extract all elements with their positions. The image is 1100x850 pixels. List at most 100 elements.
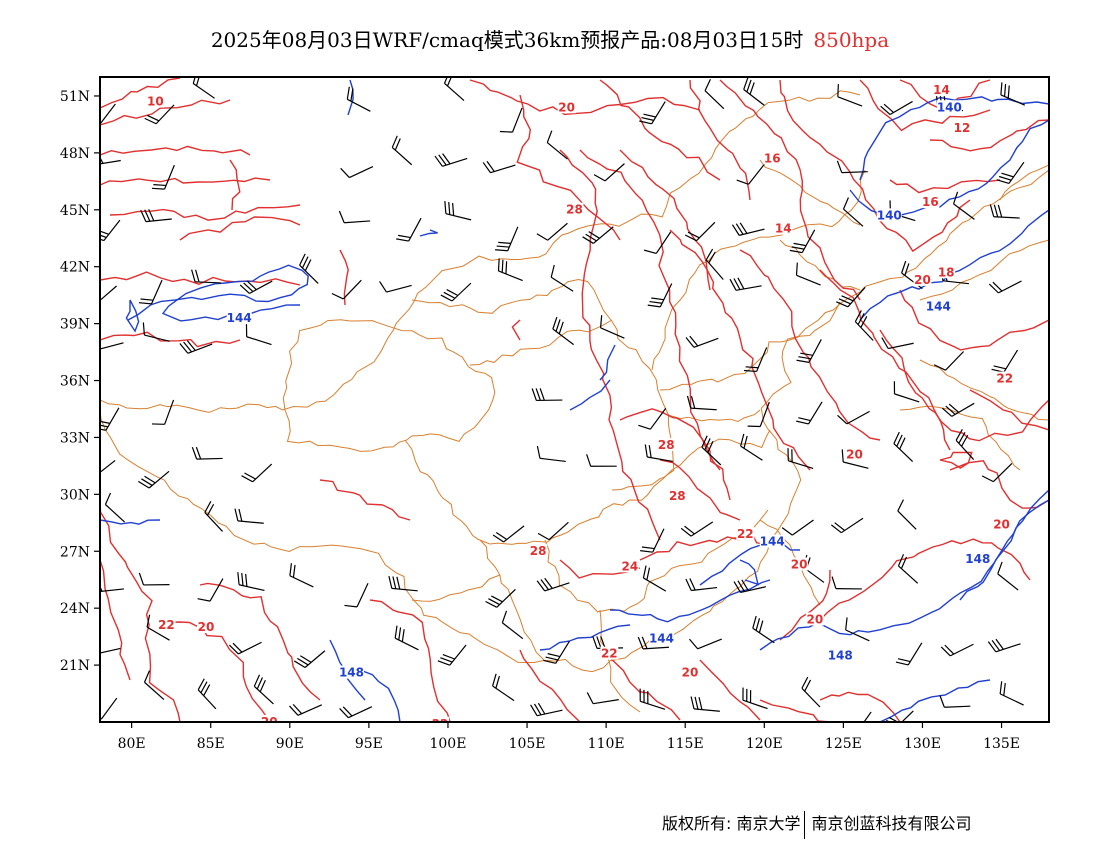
temperature-contour (619, 149, 711, 291)
temperature-contour (100, 271, 301, 286)
temperature-contour (369, 599, 451, 722)
wind-barb (637, 636, 670, 650)
wind-barb (686, 395, 717, 411)
boundary-line (469, 319, 613, 366)
temperature-contour (659, 459, 741, 521)
geopotential-contour (959, 489, 1049, 601)
contour-label: 22 (737, 527, 754, 541)
boundary-line (659, 339, 791, 391)
contour-label: 144 (760, 535, 785, 549)
wind-barb (796, 339, 822, 363)
geopotential-contour (609, 579, 771, 623)
wind-barb (239, 280, 273, 295)
contour-label-bg (763, 151, 782, 165)
boundary-line (899, 405, 1021, 471)
wind-barb (897, 499, 917, 530)
temperature-contour (739, 249, 881, 441)
contour-label: 144 (649, 631, 674, 645)
wind-barb (747, 401, 770, 428)
wind-barb (690, 696, 720, 712)
wind-barb (684, 221, 716, 242)
lat-tick-label: 45N (60, 203, 90, 219)
temperature-contour (689, 79, 751, 201)
wind-barb (955, 429, 975, 460)
temperature-contour (759, 699, 831, 722)
contour-label: 28 (566, 203, 583, 217)
boundary-line (282, 319, 496, 452)
lat-tick-label: 24N (60, 601, 90, 617)
wind-barb (855, 711, 872, 722)
wind-barb (795, 262, 821, 286)
wind-barb (881, 337, 914, 350)
temperature-contour (159, 619, 271, 722)
wind-barb (396, 217, 422, 242)
wind-barb (245, 324, 272, 346)
geopotential-contour (127, 264, 309, 322)
boundary-line (919, 239, 1049, 301)
wind-barb (953, 191, 975, 220)
temperature-contour (669, 229, 811, 471)
wind-barb (642, 565, 667, 592)
temperature-contour (819, 691, 901, 722)
wind-barb (100, 103, 116, 126)
wind-barb (988, 280, 1022, 294)
wind-barb (289, 703, 323, 716)
geopotential-contour (347, 79, 354, 116)
wind-barb (831, 576, 862, 590)
temperature-contour (899, 289, 1049, 351)
wind-barb (499, 107, 523, 133)
wind-barb (100, 647, 121, 655)
contour-label: 144 (926, 299, 951, 313)
wind-barb (801, 676, 821, 708)
wind-barb (444, 201, 472, 221)
wind-barb (895, 642, 923, 666)
contour-label: 20 (558, 100, 575, 114)
contour-label-bg (790, 557, 809, 571)
wind-barb (151, 164, 175, 190)
contour-label-bg (876, 208, 902, 222)
lat-tick-label: 21N (60, 658, 90, 674)
geopotential-contour (759, 499, 1049, 651)
geopotential-contour (539, 624, 631, 651)
contour-label: 20 (682, 666, 699, 680)
boundary-line (100, 90, 861, 413)
wind-barb (830, 517, 864, 534)
boundary-line (671, 429, 771, 471)
wind-barb (485, 588, 516, 608)
contour-label-bg (937, 265, 956, 279)
wind-barb (536, 222, 568, 241)
temperature-contour (859, 79, 991, 132)
wind-barb (901, 260, 923, 290)
wind-barb (701, 435, 722, 466)
contour-label: 16 (922, 195, 939, 209)
wind-barb (1000, 82, 1026, 106)
credit-left: 版权所有: 南京大学 (662, 814, 801, 833)
wind-barb (104, 492, 126, 523)
wind-barb (138, 470, 170, 489)
geopotential-contour (879, 679, 991, 722)
geopotential-contour (125, 299, 140, 333)
contour-label-bg (913, 272, 932, 286)
wind-barb (893, 431, 914, 463)
wind-barb (940, 643, 974, 657)
contour-label: 22 (601, 647, 618, 661)
geopotential-contour (359, 669, 401, 722)
geopotential-contour (569, 379, 611, 411)
contour-label-bg (932, 83, 951, 97)
boundary-line (667, 409, 761, 423)
temperature-contour (779, 79, 971, 253)
wind-barb (495, 226, 519, 252)
temperature-contour (719, 79, 861, 301)
wind-barb (440, 282, 472, 302)
wind-barb (836, 286, 866, 308)
wind-barb (191, 269, 222, 284)
contour-label: 16 (764, 151, 781, 165)
contour-label-bg (953, 121, 972, 135)
lon-tick-label: 125E (825, 736, 862, 752)
temperature-contour (949, 460, 1049, 509)
boundary-line (759, 159, 861, 226)
wind-barb (743, 77, 765, 106)
wind-barb (685, 335, 719, 348)
wind-barb (197, 678, 217, 710)
wind-barb (997, 561, 1019, 591)
